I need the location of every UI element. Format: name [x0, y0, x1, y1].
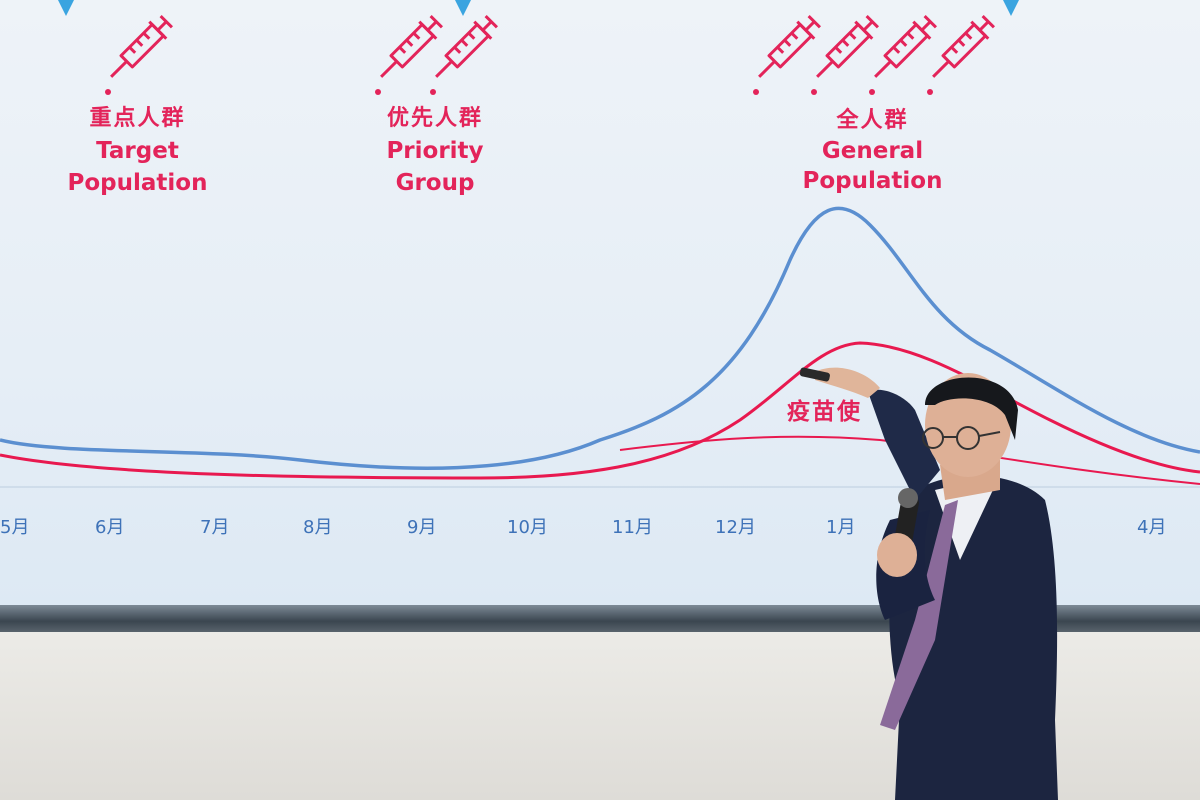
month-tick-label: 5月 [0, 517, 30, 538]
phase-zh: 优先人群 [386, 106, 483, 131]
month-tick-label: 8月 [303, 517, 333, 538]
phase-zh: 全人群 [836, 108, 909, 133]
phase-en: General [821, 138, 924, 164]
mic-head [898, 488, 918, 508]
phase-label-general: 全人群 General Population [780, 106, 965, 196]
phase-en: Population [802, 168, 943, 194]
month-tick-label: 11月 [612, 517, 653, 538]
month-tick-label: 6月 [95, 517, 125, 538]
syringe-icon [430, 14, 499, 95]
phase-en: Target [96, 138, 179, 164]
suit-body [889, 475, 1058, 800]
month-tick-label: 10月 [507, 517, 548, 538]
vaccine-use-label: 疫苗使 [787, 399, 862, 425]
glasses [922, 426, 1001, 450]
syringe-icon [927, 14, 996, 95]
raised-arm [868, 389, 940, 500]
syringe-icon [811, 14, 880, 95]
phase-label-target: 重点人群 Target Population [40, 103, 235, 199]
month-tick-label: 7月 [200, 517, 230, 538]
phase-en: Group [395, 170, 475, 196]
syringe-icon [869, 14, 938, 95]
syringe-icon [375, 14, 444, 95]
marker-triangle [455, 0, 471, 16]
phase-zh: 重点人群 [89, 106, 186, 131]
red-curve-baseline [619, 435, 1200, 485]
phase-en: Population [67, 170, 208, 196]
month-tick-label: 4月 [1137, 517, 1167, 538]
presentation-screen: 重点人群 Target Population 优先人群 Priority Gro… [0, 0, 1200, 605]
tie [880, 500, 958, 730]
month-tick-label: 1月 [826, 517, 856, 538]
hair [925, 377, 1018, 440]
red-curve [0, 341, 1200, 480]
phase-label-priority: 优先人群 Priority Group [340, 103, 530, 199]
marker-triangle [58, 0, 74, 16]
month-tick-label: 12月 [715, 517, 756, 538]
hand-mic [877, 533, 917, 577]
month-tick-label: 9月 [407, 517, 437, 538]
hand-raised [815, 367, 880, 398]
clicker-icon [799, 367, 830, 382]
phase-en: Priority [386, 138, 484, 164]
blue-curve [0, 206, 1200, 470]
syringe-icon [753, 14, 822, 95]
marker-triangle [1003, 0, 1019, 16]
syringe-icon [105, 14, 174, 95]
